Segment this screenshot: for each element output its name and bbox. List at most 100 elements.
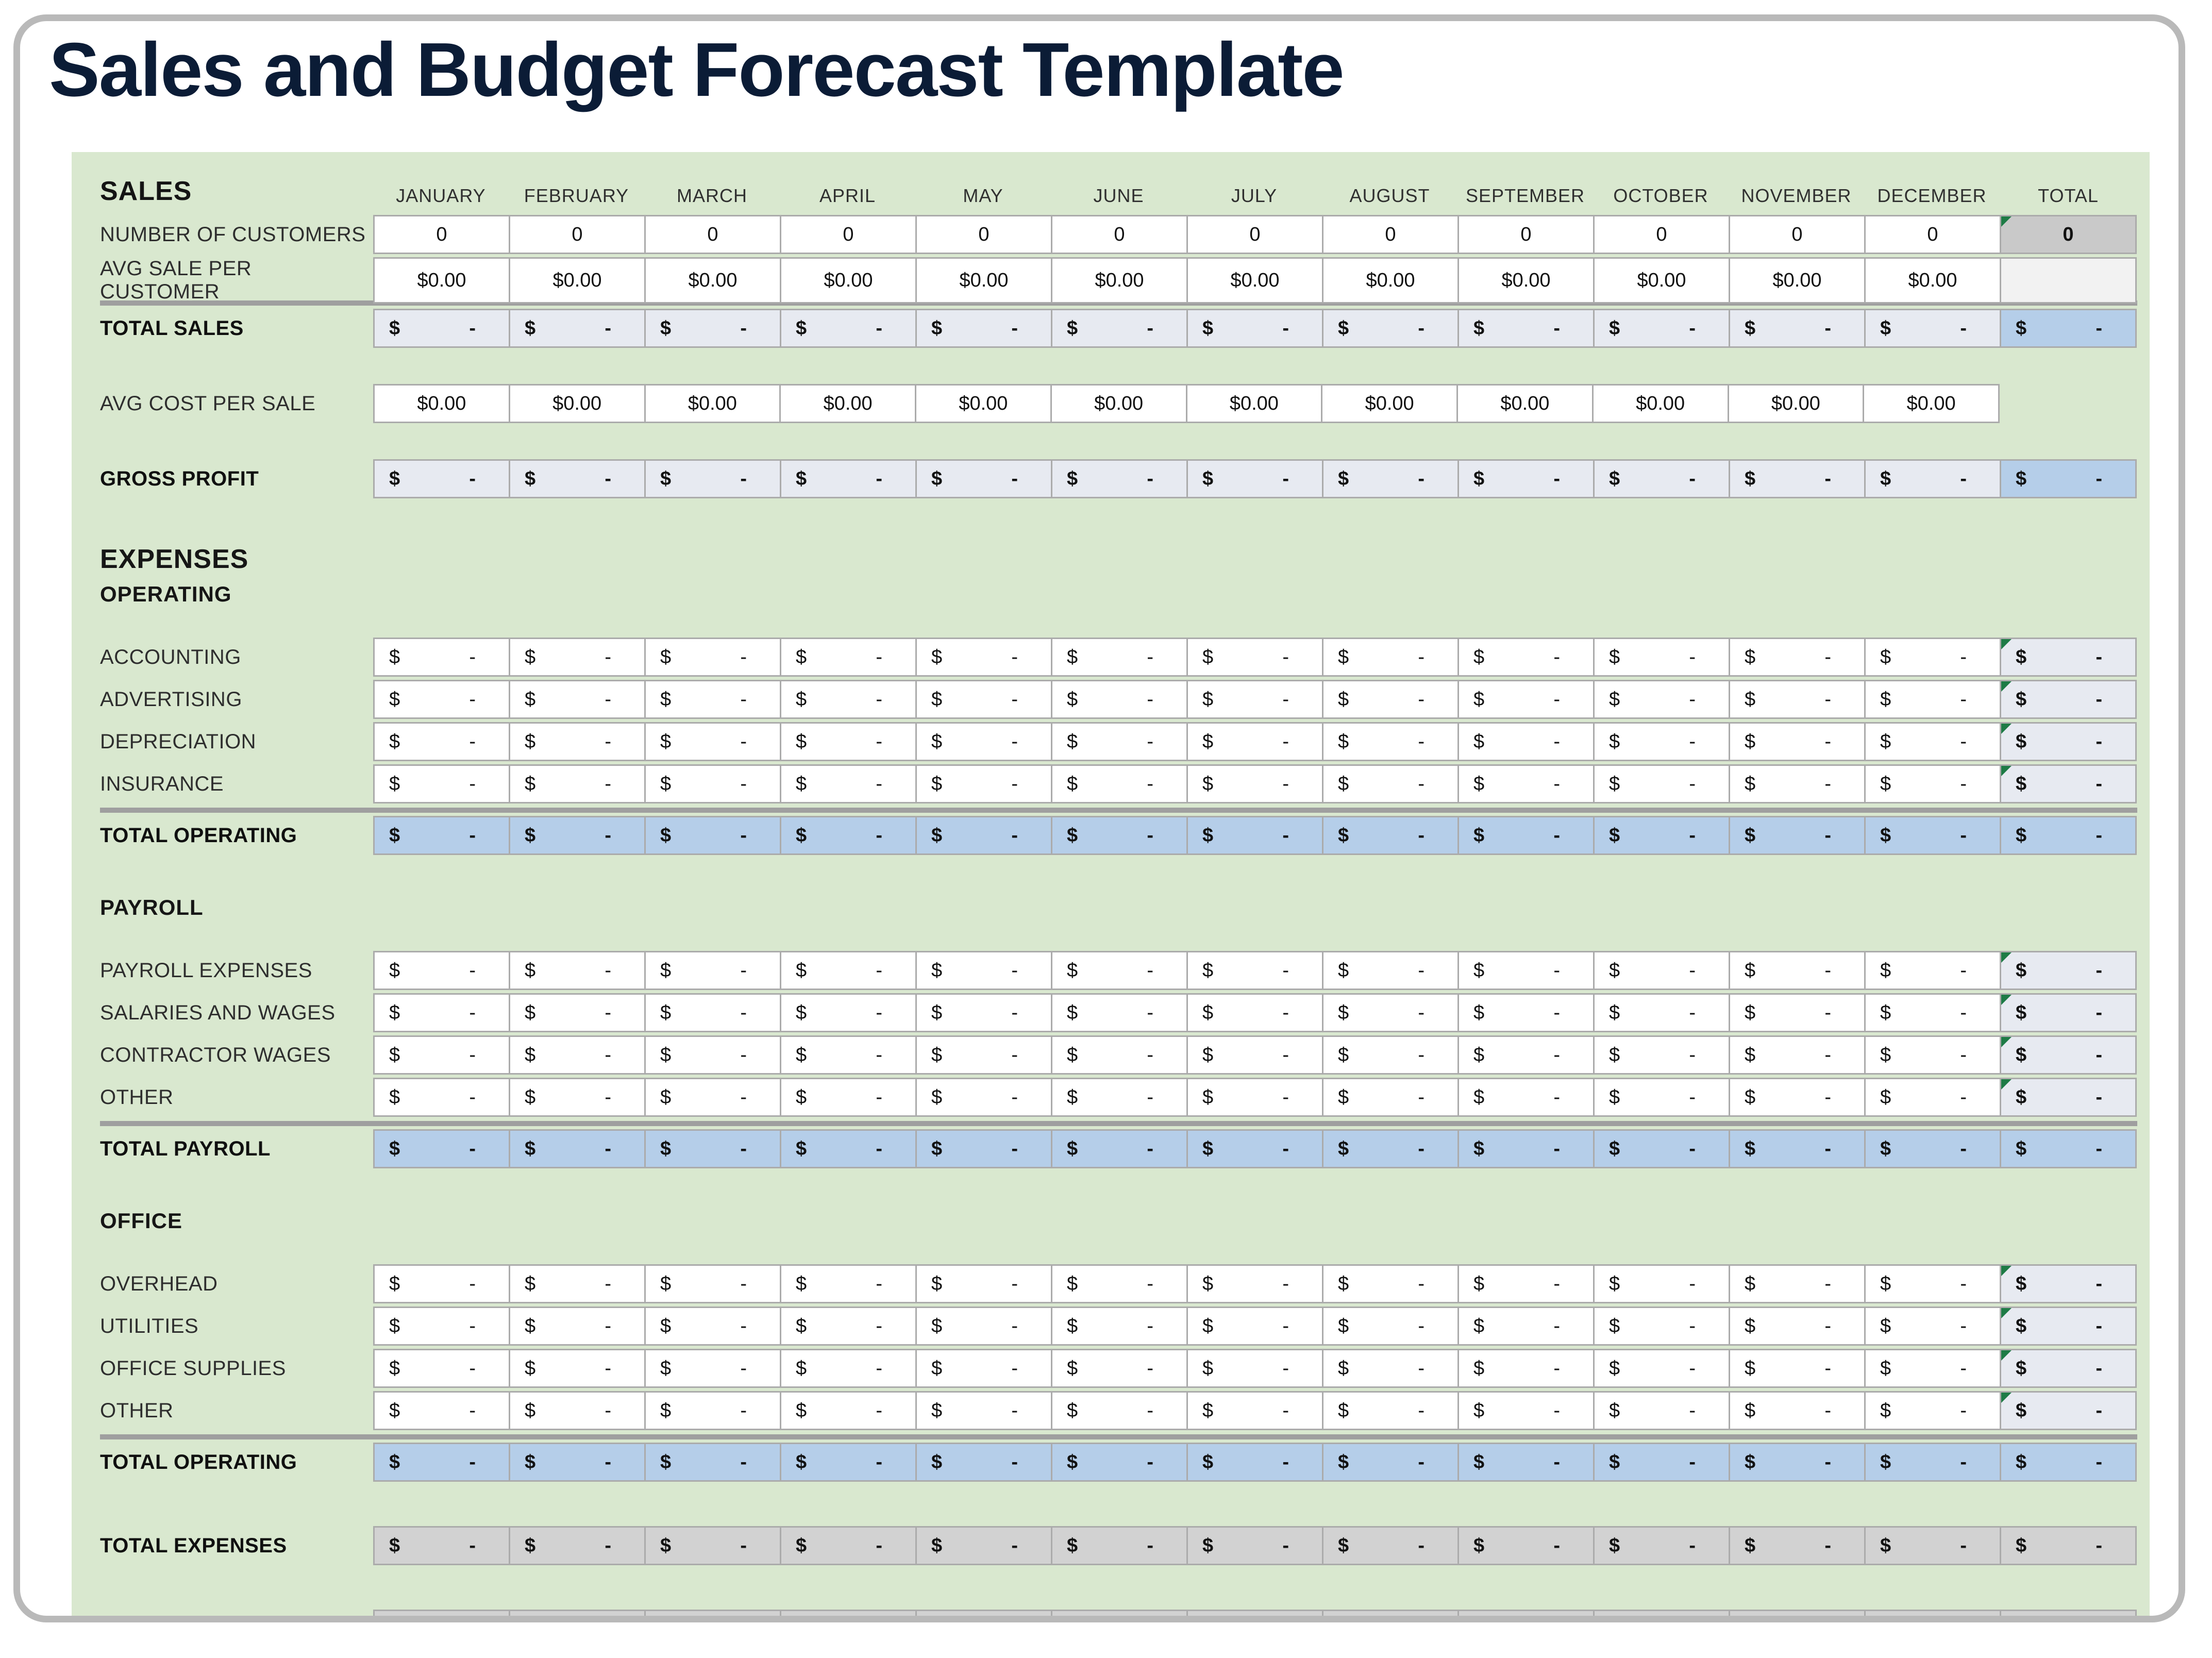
month-cell-february[interactable]: $ -: [510, 766, 644, 802]
month-cell-february[interactable]: 0: [510, 216, 644, 253]
month-cell-february[interactable]: $ -: [510, 724, 644, 760]
month-cell-november[interactable]: 0: [1730, 216, 1864, 253]
month-cell-may[interactable]: $0.00: [916, 386, 1050, 422]
month-cell-april[interactable]: $ -: [781, 724, 915, 760]
month-cell-september[interactable]: $ -: [1459, 766, 1593, 802]
month-cell-may[interactable]: $ -: [917, 1308, 1051, 1345]
month-cell-march[interactable]: $ -: [646, 1308, 780, 1345]
month-cell-october[interactable]: $ -: [1595, 1037, 1729, 1074]
month-cell-july[interactable]: $ -: [1188, 1350, 1322, 1387]
month-cell-july[interactable]: $ -: [1188, 766, 1322, 802]
month-cell-december[interactable]: $0.00: [1866, 259, 2000, 303]
month-cell-january[interactable]: $0.00: [375, 259, 509, 303]
month-cell-february[interactable]: $ -: [510, 681, 644, 718]
month-cell-february[interactable]: $ -: [510, 639, 644, 676]
month-cell-june[interactable]: 0: [1052, 216, 1186, 253]
month-cell-december[interactable]: $ -: [1866, 1079, 2000, 1116]
month-cell-march[interactable]: $0.00: [646, 259, 780, 303]
month-cell-march[interactable]: $ -: [646, 724, 780, 760]
month-cell-july[interactable]: $ -: [1188, 1308, 1322, 1345]
month-cell-may[interactable]: $ -: [917, 952, 1051, 989]
month-cell-september[interactable]: $ -: [1459, 1266, 1593, 1302]
month-cell-june[interactable]: $ -: [1052, 1393, 1186, 1429]
month-cell-october[interactable]: $ -: [1595, 766, 1729, 802]
month-cell-september[interactable]: $ -: [1459, 1350, 1593, 1387]
month-cell-september[interactable]: $ -: [1459, 1079, 1593, 1116]
month-cell-april[interactable]: $ -: [781, 995, 915, 1031]
month-cell-august[interactable]: $ -: [1323, 1393, 1457, 1429]
month-cell-october[interactable]: $ -: [1595, 952, 1729, 989]
month-cell-september[interactable]: $ -: [1459, 681, 1593, 718]
month-cell-february[interactable]: $ -: [510, 1079, 644, 1116]
month-cell-october[interactable]: $ -: [1595, 1266, 1729, 1302]
month-cell-january[interactable]: $ -: [375, 1350, 509, 1387]
month-cell-december[interactable]: $ -: [1866, 681, 2000, 718]
month-cell-december[interactable]: $ -: [1866, 952, 2000, 989]
month-cell-october[interactable]: $ -: [1595, 1308, 1729, 1345]
month-cell-november[interactable]: $ -: [1730, 724, 1864, 760]
month-cell-december[interactable]: $ -: [1866, 1393, 2000, 1429]
month-cell-august[interactable]: $ -: [1323, 1266, 1457, 1302]
month-cell-january[interactable]: $ -: [375, 995, 509, 1031]
month-cell-june[interactable]: $ -: [1052, 995, 1186, 1031]
month-cell-october[interactable]: $ -: [1595, 995, 1729, 1031]
month-cell-september[interactable]: $0.00: [1459, 259, 1593, 303]
month-cell-july[interactable]: $ -: [1188, 1079, 1322, 1116]
month-cell-november[interactable]: $ -: [1730, 995, 1864, 1031]
month-cell-march[interactable]: $ -: [646, 1037, 780, 1074]
month-cell-august[interactable]: $ -: [1323, 1350, 1457, 1387]
month-cell-january[interactable]: $ -: [375, 1079, 509, 1116]
month-cell-november[interactable]: $ -: [1730, 1393, 1864, 1429]
month-cell-may[interactable]: $ -: [917, 724, 1051, 760]
month-cell-july[interactable]: $ -: [1188, 1393, 1322, 1429]
month-cell-august[interactable]: $ -: [1323, 639, 1457, 676]
month-cell-july[interactable]: 0: [1188, 216, 1322, 253]
month-cell-april[interactable]: $ -: [781, 766, 915, 802]
month-cell-june[interactable]: $ -: [1052, 724, 1186, 760]
month-cell-march[interactable]: $ -: [646, 639, 780, 676]
month-cell-august[interactable]: $ -: [1323, 1308, 1457, 1345]
month-cell-june[interactable]: $ -: [1052, 639, 1186, 676]
month-cell-september[interactable]: $ -: [1459, 1037, 1593, 1074]
month-cell-september[interactable]: $ -: [1459, 952, 1593, 989]
month-cell-december[interactable]: $ -: [1866, 1037, 2000, 1074]
month-cell-may[interactable]: $ -: [917, 1037, 1051, 1074]
month-cell-may[interactable]: $ -: [917, 1350, 1051, 1387]
month-cell-october[interactable]: $0.00: [1595, 259, 1729, 303]
month-cell-july[interactable]: $ -: [1188, 639, 1322, 676]
month-cell-october[interactable]: $ -: [1595, 1079, 1729, 1116]
month-cell-october[interactable]: $ -: [1595, 1393, 1729, 1429]
month-cell-april[interactable]: $0.00: [781, 259, 915, 303]
month-cell-april[interactable]: $ -: [781, 1079, 915, 1116]
month-cell-march[interactable]: $ -: [646, 1350, 780, 1387]
month-cell-august[interactable]: $0.00: [1323, 259, 1457, 303]
month-cell-november[interactable]: $ -: [1730, 1350, 1864, 1387]
month-cell-september[interactable]: 0: [1459, 216, 1593, 253]
month-cell-june[interactable]: $ -: [1052, 1308, 1186, 1345]
month-cell-may[interactable]: 0: [917, 216, 1051, 253]
month-cell-october[interactable]: $ -: [1595, 724, 1729, 760]
month-cell-april[interactable]: $ -: [781, 1350, 915, 1387]
month-cell-september[interactable]: $ -: [1459, 995, 1593, 1031]
month-cell-august[interactable]: $ -: [1323, 681, 1457, 718]
month-cell-june[interactable]: $ -: [1052, 1079, 1186, 1116]
month-cell-april[interactable]: $0.00: [781, 386, 915, 422]
month-cell-december[interactable]: $ -: [1866, 1266, 2000, 1302]
month-cell-june[interactable]: $ -: [1052, 1037, 1186, 1074]
month-cell-february[interactable]: $ -: [510, 1393, 644, 1429]
month-cell-december[interactable]: $ -: [1866, 766, 2000, 802]
month-cell-january[interactable]: $ -: [375, 639, 509, 676]
month-cell-november[interactable]: $ -: [1730, 681, 1864, 718]
month-cell-august[interactable]: $ -: [1323, 995, 1457, 1031]
month-cell-november[interactable]: $ -: [1730, 639, 1864, 676]
month-cell-december[interactable]: $ -: [1866, 639, 2000, 676]
month-cell-september[interactable]: $ -: [1459, 1393, 1593, 1429]
month-cell-march[interactable]: $ -: [646, 1079, 780, 1116]
month-cell-june[interactable]: $0.00: [1051, 386, 1186, 422]
month-cell-july[interactable]: $ -: [1188, 1266, 1322, 1302]
month-cell-june[interactable]: $ -: [1052, 1350, 1186, 1387]
month-cell-november[interactable]: $ -: [1730, 952, 1864, 989]
month-cell-february[interactable]: $ -: [510, 1350, 644, 1387]
month-cell-november[interactable]: $ -: [1730, 766, 1864, 802]
month-cell-november[interactable]: $ -: [1730, 1308, 1864, 1345]
